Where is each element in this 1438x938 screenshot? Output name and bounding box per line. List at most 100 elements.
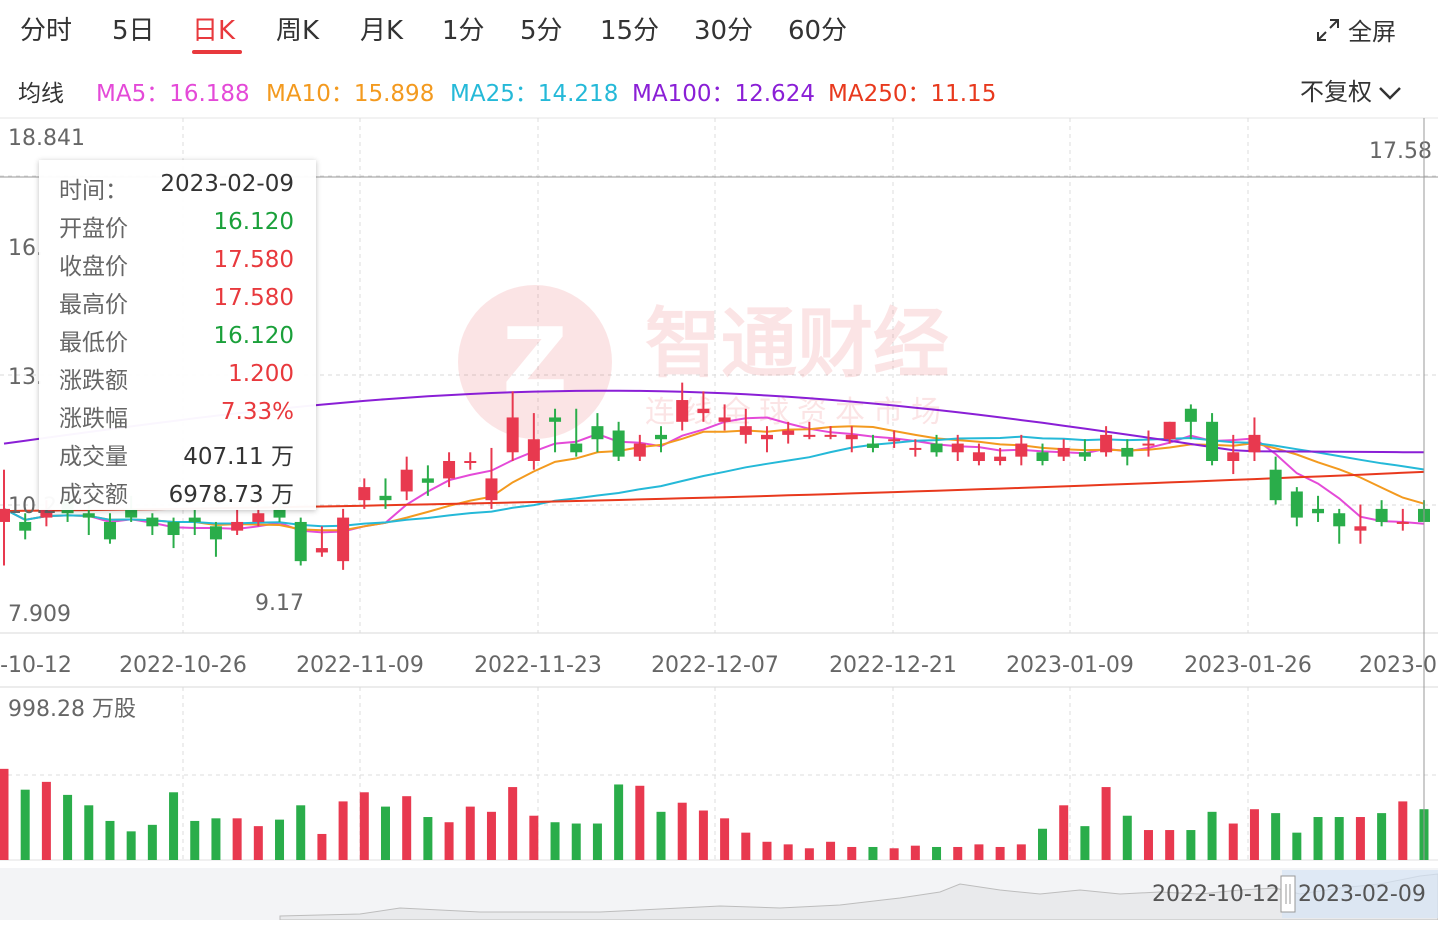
tab-4[interactable]: 月K (360, 16, 404, 46)
tab-0[interactable]: 分时 (20, 16, 73, 46)
volume-bar (783, 844, 793, 860)
volume-bar (1292, 832, 1302, 860)
navigator-selection[interactable] (1282, 870, 1438, 918)
tab-2[interactable]: 日K (192, 16, 236, 46)
tab-1[interactable]: 5日 (112, 16, 155, 46)
volume-bar (359, 792, 369, 860)
price-axis-min: 7.909 (8, 602, 71, 627)
volume-bars (0, 768, 1429, 860)
date-axis-label: 2022-11-09 (296, 653, 424, 678)
candle-body (1227, 452, 1240, 461)
volume-bar (953, 846, 963, 860)
tooltip-value: 1.200 (228, 361, 294, 387)
candle-body (1206, 421, 1219, 461)
candle-body (1375, 508, 1388, 522)
watermark-logo (458, 285, 612, 439)
navigator-start-label: 2022-10-12 (1152, 882, 1280, 907)
candle-body (252, 513, 265, 522)
candle-body (125, 508, 138, 518)
tab-7[interactable]: 15分 (600, 16, 660, 46)
tooltip-label: 成交额 (59, 482, 128, 508)
volume-bar (656, 811, 666, 860)
ma-legend-item: MA250：11.15 (828, 81, 997, 107)
tab-8[interactable]: 30分 (694, 16, 754, 46)
date-axis-label: 2023-0 (1359, 653, 1437, 678)
candle-body (994, 456, 1007, 461)
tooltip-label: 最高价 (59, 292, 128, 318)
tab-9[interactable]: 60分 (788, 16, 848, 46)
tooltip-row: 成交量 407.11 万 (39, 431, 316, 470)
tooltip-row: 涨跌额 1.200 (39, 355, 316, 394)
tab-3[interactable]: 周K (276, 16, 320, 46)
candle-body (909, 447, 922, 450)
candle-body (1290, 491, 1303, 518)
volume-bar (1271, 813, 1281, 860)
volume-bar (720, 818, 730, 860)
candle-body (888, 439, 901, 442)
navigator-handle[interactable] (1280, 875, 1296, 913)
candle-body (167, 521, 180, 536)
volume-bar (932, 846, 942, 860)
tooltip-row: 最低价 16.120 (39, 317, 316, 356)
volume-bar (1122, 815, 1132, 860)
volume-bar (910, 845, 920, 860)
moving-average-bar: 均线 MA5：16.188 MA10：15.898 MA25：14.218 MA100… (0, 70, 1438, 110)
volume-bar (84, 805, 94, 860)
candle-body (358, 487, 371, 501)
candle-body (485, 478, 498, 501)
candle-body (718, 417, 731, 422)
candle-body (400, 469, 413, 492)
volume-bar (126, 831, 136, 860)
candle-body (1163, 421, 1176, 440)
candle-body (1354, 526, 1367, 531)
fullscreen-button[interactable]: 全屏 (1316, 12, 1396, 48)
adjust-select[interactable]: 不复权 (1300, 72, 1402, 107)
candle-body (19, 521, 32, 531)
ma-legend-item: MA100：12.624 (632, 81, 815, 107)
tooltip-label: 涨跌额 (59, 368, 128, 394)
volume-bar (465, 806, 475, 860)
tooltip-value: 7.33% (220, 399, 294, 425)
candle-body (591, 426, 604, 440)
volume-bar (317, 833, 327, 860)
volume-bar (190, 820, 200, 860)
date-axis-label: 2022-10-26 (119, 653, 247, 678)
candle-body (209, 526, 222, 540)
volume-axis-max: 998.28 万股 (8, 697, 136, 722)
tooltip-row: 时间： 2023-02-09 (39, 165, 316, 204)
tab-5[interactable]: 1分 (442, 16, 485, 46)
adjust-select-label: 不复权 (1300, 78, 1372, 106)
candle-body (697, 408, 710, 414)
volume-bar (1355, 817, 1365, 860)
tooltip-row: 最高价 17.580 (39, 279, 316, 318)
candle-body (612, 430, 625, 457)
chevron-down-icon (1379, 87, 1401, 100)
date-axis-label: 2022-11-23 (474, 653, 602, 678)
volume-bar (635, 785, 645, 860)
high-price-label: 17.58 (1369, 139, 1432, 164)
tooltip-label: 涨跌幅 (59, 406, 128, 432)
candle-body (527, 439, 540, 461)
volume-bar (592, 823, 602, 860)
candle-body (103, 521, 116, 540)
candle-body (570, 443, 583, 453)
volume-bar (1101, 787, 1111, 860)
range-navigator[interactable]: 2022-10-12 2023-02-09 (0, 868, 1438, 920)
volume-bar (1334, 817, 1344, 860)
date-axis-label: 2022-12-21 (829, 653, 957, 678)
volume-bar (868, 846, 878, 860)
candle-body (188, 517, 201, 522)
tab-6[interactable]: 5分 (520, 16, 563, 46)
candle-body (315, 548, 328, 553)
candle-body (1121, 447, 1134, 457)
candle-body (760, 434, 773, 440)
tooltip-label: 时间： (59, 178, 128, 204)
candle-body (633, 443, 646, 457)
volume-bar (1186, 830, 1196, 860)
volume-bar (105, 820, 115, 860)
volume-bar (1080, 826, 1090, 860)
candle-body (1036, 452, 1049, 461)
candle-body (951, 443, 964, 453)
